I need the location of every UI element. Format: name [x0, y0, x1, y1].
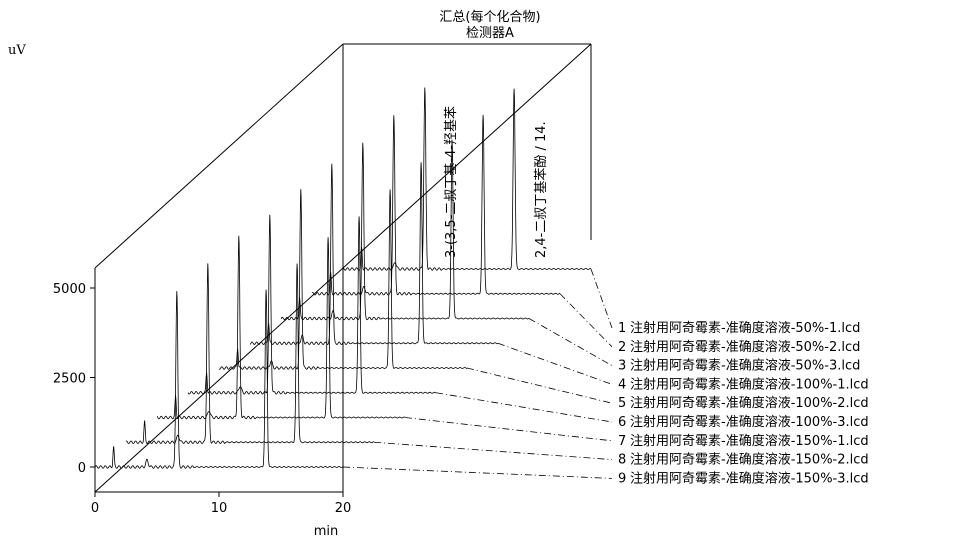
legend-leader [528, 318, 613, 366]
legend-entry: 注射用阿奇霉素-准确度溶液-100%-3.lcd [630, 414, 869, 430]
legend-index: 1 [618, 321, 626, 336]
series-traces [94, 87, 592, 469]
series-line-2 [125, 263, 374, 445]
chart-title: 汇总(每个化合物) [439, 10, 541, 25]
series-line-6 [249, 162, 499, 345]
legend-leader [590, 268, 613, 329]
y-tick-label: 0 [78, 461, 86, 476]
series-line-5 [218, 189, 467, 370]
legend-index: 5 [618, 396, 626, 411]
y-axis-label: uV [8, 43, 26, 58]
legend-entry: 注射用阿奇霉素-准确度溶液-150%-3.lcd [630, 470, 869, 486]
x-tick-label: 0 [91, 501, 99, 516]
peak-annotations: 3-(3,5-二叔丁基-4-羟基苯 2,4-二叔丁基苯酚 / 14. [444, 106, 549, 258]
legend-entry: 注射用阿奇霉素-准确度溶液-50%-3.lcd [630, 358, 860, 374]
chart-subtitle: 检测器A [466, 26, 514, 41]
legend: 1 注射用阿奇霉素-准确度溶液-50%-1.lcd 2 注射用阿奇霉素-准确度溶液-5… [342, 268, 869, 486]
series-line-3 [156, 235, 406, 420]
legend-entry: 注射用阿奇霉素-准确度溶液-100%-2.lcd [630, 395, 869, 411]
legend-index: 2 [618, 340, 626, 355]
x-tick-label: 20 [335, 501, 352, 516]
legend-index: 7 [618, 434, 626, 449]
legend-entry: 注射用阿奇霉素-准确度溶液-50%-2.lcd [630, 339, 860, 355]
legend-leader [559, 293, 613, 348]
legend-entry: 注射用阿奇霉素-准确度溶液-150%-1.lcd [630, 433, 869, 449]
x-tick-label: 10 [211, 501, 228, 516]
legend-leader [497, 342, 613, 385]
series-line-9 [342, 87, 592, 271]
legend-leader [373, 441, 613, 460]
left-depth-top-edge [94, 43, 344, 269]
legend-index: 9 [618, 471, 626, 486]
legend-leader [404, 417, 613, 442]
peak-annotation: 3-(3,5-二叔丁基-4-羟基苯 [444, 106, 459, 258]
series-line-1 [94, 289, 344, 469]
legend-entry: 注射用阿奇霉素-准确度溶液-150%-2.lcd [630, 452, 869, 468]
legend-entry: 注射用阿奇霉素-准确度溶液-50%-1.lcd [630, 320, 860, 336]
series-line-4 [187, 214, 437, 395]
y-tick-label: 5000 [53, 282, 86, 297]
series-line-8 [311, 114, 560, 296]
legend-leader [435, 392, 613, 423]
y-tick-label: 2500 [53, 372, 86, 387]
legend-index: 4 [618, 377, 626, 392]
legend-index: 6 [618, 415, 626, 430]
x-axis-label: min [314, 524, 339, 539]
peak-annotation: 2,4-二叔丁基苯酚 / 14. [534, 121, 549, 258]
series-line-7 [280, 141, 530, 321]
legend-leader [342, 466, 613, 479]
legend-entry: 注射用阿奇霉素-准确度溶液-100%-1.lcd [630, 376, 869, 392]
legend-leader [466, 367, 613, 404]
legend-index: 8 [618, 453, 626, 468]
legend-index: 3 [618, 359, 626, 374]
axes: 0 10 20 min 0 2500 5000 [53, 282, 351, 539]
